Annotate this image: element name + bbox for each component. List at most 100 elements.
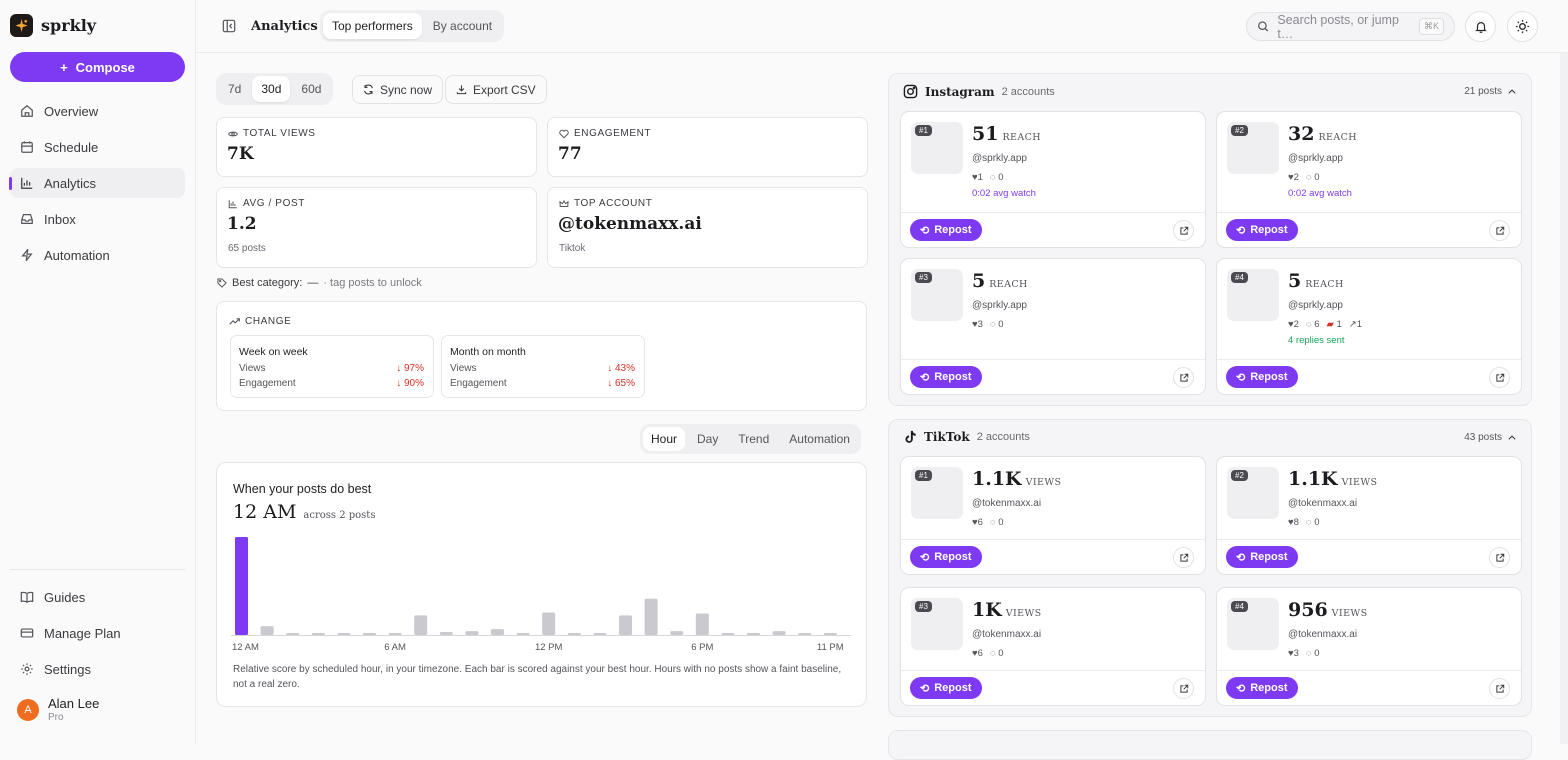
search-input[interactable]: Search posts, or jump t… ⌘K [1246, 12, 1455, 41]
range-30d[interactable]: 30d [252, 76, 291, 102]
post-card[interactable]: #3 1K VIEWS @tokenmaxx.ai ♥6 ◌ 0 ⟲ Repost [900, 587, 1206, 706]
external-link-icon [1495, 373, 1504, 382]
sidebar-item-automation[interactable]: Automation [10, 240, 185, 270]
post-card[interactable]: #1 1.1K VIEWS @tokenmaxx.ai ♥6 ◌ 0 ⟲ Repost [900, 456, 1206, 575]
open-external-button[interactable] [1489, 678, 1510, 699]
likes-count: ♥6 [972, 648, 983, 659]
comments-count: ◌ 6 [1305, 319, 1320, 330]
theme-toggle-button[interactable] [1507, 11, 1538, 42]
bolt-icon [21, 248, 33, 262]
brand[interactable]: sprkly [10, 14, 96, 37]
tab-top-performers[interactable]: Top performers [323, 13, 422, 39]
post-card[interactable]: #2 32 REACH @sprkly.app ♥2 ◌ 0 0:02 avg wa… [1216, 111, 1522, 248]
scrollbar[interactable] [1560, 53, 1568, 744]
tab-day[interactable]: Day [697, 432, 719, 446]
tiktok-panel: TikTok 2 accounts 43 posts #1 1.1K VIEWS … [888, 419, 1532, 717]
range-60d[interactable]: 60d [301, 82, 322, 96]
page-title: Analytics [251, 19, 318, 34]
tag-icon [217, 278, 227, 288]
tab-hour[interactable]: Hour [643, 427, 686, 451]
sidebar-item-schedule[interactable]: Schedule [10, 132, 185, 162]
post-handle: @tokenmaxx.ai [1288, 498, 1358, 509]
metric-value: 5 [972, 270, 986, 292]
metric-value: 1.1K [1288, 468, 1338, 490]
best-category-label: Best category: [232, 277, 303, 289]
open-external-button[interactable] [1173, 220, 1194, 241]
repost-icon: ⟲ [1236, 371, 1246, 384]
heart-icon: ♥ [1288, 172, 1294, 183]
open-external-button[interactable] [1489, 367, 1510, 388]
top-header: Analytics Top performers By account Sear… [196, 0, 1568, 53]
open-external-button[interactable] [1173, 678, 1194, 699]
collapse-toggle[interactable]: 21 posts [1464, 86, 1517, 97]
repost-button[interactable]: ⟲ Repost [910, 677, 982, 699]
engagement-label: Engagement [450, 378, 507, 389]
likes-count: ♥2 [1288, 172, 1299, 183]
post-card[interactable]: #1 51 REACH @sprkly.app ♥1 ◌ 0 0:02 avg wa… [900, 111, 1206, 248]
repost-button[interactable]: ⟲ Repost [1226, 366, 1298, 388]
range-7d[interactable]: 7d [228, 82, 242, 96]
sidebar-item-overview[interactable]: Overview [10, 96, 185, 126]
sidebar-item-analytics[interactable]: Analytics [9, 168, 185, 198]
repost-button[interactable]: ⟲ Repost [910, 366, 982, 388]
post-card[interactable]: #3 5 REACH @sprkly.app ♥3 ◌ 0 ⟲ Repost [900, 258, 1206, 395]
post-card[interactable]: #4 5 REACH @sprkly.app ♥2 ◌ 6 ▰ 1 ↗1 4 repli… [1216, 258, 1522, 395]
repost-button[interactable]: ⟲ Repost [1226, 546, 1298, 568]
sync-now-button[interactable]: Sync now [352, 75, 444, 104]
repost-button[interactable]: ⟲ Repost [910, 219, 982, 241]
chart-bar [542, 612, 556, 635]
brand-name: sprkly [41, 16, 97, 35]
sidebar-item-inbox[interactable]: Inbox [10, 204, 185, 234]
compose-button[interactable]: + Compose [10, 52, 185, 82]
open-external-button[interactable] [1173, 367, 1194, 388]
platform-accounts: 2 accounts [1001, 85, 1055, 98]
post-handle: @sprkly.app [1288, 153, 1343, 164]
comments-count: ◌ 0 [1305, 172, 1320, 183]
stat-label: ENGAGEMENT [574, 128, 652, 139]
chart-bar [516, 633, 530, 635]
rank-badge: #3 [915, 601, 932, 612]
post-card[interactable]: #2 1.1K VIEWS @tokenmaxx.ai ♥8 ◌ 0 ⟲ Repost [1216, 456, 1522, 575]
stat-value: 1.2 [227, 214, 257, 234]
week-on-week: Week on week Views ↓ 97% Engagement ↓ 90% [230, 335, 434, 398]
sidebar-divider [10, 569, 185, 570]
chart-bar [721, 633, 735, 635]
post-card[interactable]: #4 956 VIEWS @tokenmaxx.ai ♥3 ◌ 0 ⟲ Repost [1216, 587, 1522, 706]
stat-value: @tokenmaxx.ai [558, 214, 702, 234]
tab-automation[interactable]: Automation [789, 432, 850, 446]
rank-badge: #1 [915, 125, 932, 136]
view-tabs: Top performers By account [320, 10, 505, 42]
tab-trend[interactable]: Trend [738, 432, 770, 446]
user-menu[interactable]: A Alan Lee Pro [17, 696, 99, 723]
post-extra: 4 replies sent [1288, 335, 1345, 346]
collapse-toggle[interactable]: 43 posts [1464, 432, 1517, 443]
likes-count: ♥3 [972, 319, 983, 330]
open-external-button[interactable] [1173, 547, 1194, 568]
change-label: CHANGE [245, 316, 292, 327]
stat-value: 7K [227, 144, 254, 164]
likes-count: ♥3 [1288, 648, 1299, 659]
sidebar-toggle-icon[interactable] [222, 19, 236, 33]
notifications-button[interactable] [1465, 11, 1496, 42]
export-csv-button[interactable]: Export CSV [445, 75, 547, 104]
chart-note: Relative score by scheduled hour, in you… [233, 664, 842, 690]
metric-unit: REACH [1318, 132, 1357, 143]
platform-name: TikTok [924, 430, 970, 444]
tab-by-account[interactable]: By account [432, 19, 493, 33]
sidebar-item-settings[interactable]: Settings [10, 654, 185, 684]
inbox-icon [21, 214, 33, 224]
external-link-icon [1495, 553, 1504, 562]
heart-icon: ♥ [972, 648, 978, 659]
repost-button[interactable]: ⟲ Repost [1226, 677, 1298, 699]
open-external-button[interactable] [1489, 220, 1510, 241]
sidebar-item-guides[interactable]: Guides [10, 582, 185, 612]
repost-button[interactable]: ⟲ Repost [1226, 219, 1298, 241]
repost-icon: ⟲ [920, 682, 930, 695]
avatar: A [17, 698, 39, 721]
sidebar-item-manage-plan[interactable]: Manage Plan [10, 618, 185, 648]
open-external-button[interactable] [1489, 547, 1510, 568]
platform-name: Instagram [925, 84, 995, 99]
book-icon [20, 591, 34, 604]
repost-button[interactable]: ⟲ Repost [910, 546, 982, 568]
post-handle: @sprkly.app [1288, 300, 1343, 311]
